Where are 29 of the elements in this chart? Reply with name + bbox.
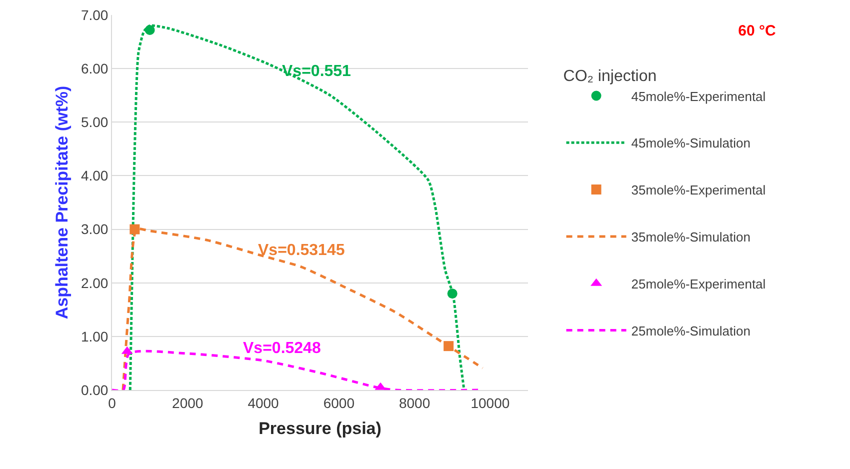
x-tick-label: 2000	[172, 394, 204, 411]
x-tick-label: 0	[108, 394, 116, 411]
legend-label: 45mole%-Simulation	[631, 136, 751, 151]
annotation: Vs=0.5248	[243, 340, 321, 357]
y-tick-label: 3.00	[80, 221, 108, 238]
legend-label: 35mole%-Experimental	[631, 182, 766, 198]
x-axis-title: Pressure (psia)	[258, 419, 382, 438]
annotation: Vs=0.53145	[258, 242, 345, 259]
y-tick-label: 4.00	[80, 168, 108, 184]
x-tick-label: 6000	[323, 394, 355, 411]
y-tick-label: 5.00	[80, 114, 108, 130]
x-tick-label: 4000	[248, 394, 280, 411]
annotation: Vs=0.551	[282, 63, 352, 80]
x-tick-label: 8000	[398, 394, 430, 411]
legend-label: 45mole%-Experimental	[631, 88, 766, 104]
y-axis-title: Asphaltene Precipitate (wt%)	[52, 86, 72, 320]
y-tick-label: 0.00	[80, 382, 108, 398]
y-tick-label: 1.00	[80, 328, 108, 344]
legend-label: 35mole%-Simulation	[631, 230, 751, 245]
y-tick-label: 7.00	[80, 6, 108, 23]
text: 60 °C	[738, 22, 776, 40]
line-series	[128, 24, 466, 390]
y-tick-label: 2.00	[80, 274, 108, 291]
x-tick-label: 10000	[470, 394, 510, 411]
legend-label: 25mole%-Simulation	[631, 323, 751, 338]
point	[130, 224, 140, 234]
legend-title: CO₂ injection	[563, 68, 657, 85]
y-tick-label: 6.00	[80, 60, 108, 76]
legend-label: 25mole%-Experimental	[631, 276, 766, 292]
